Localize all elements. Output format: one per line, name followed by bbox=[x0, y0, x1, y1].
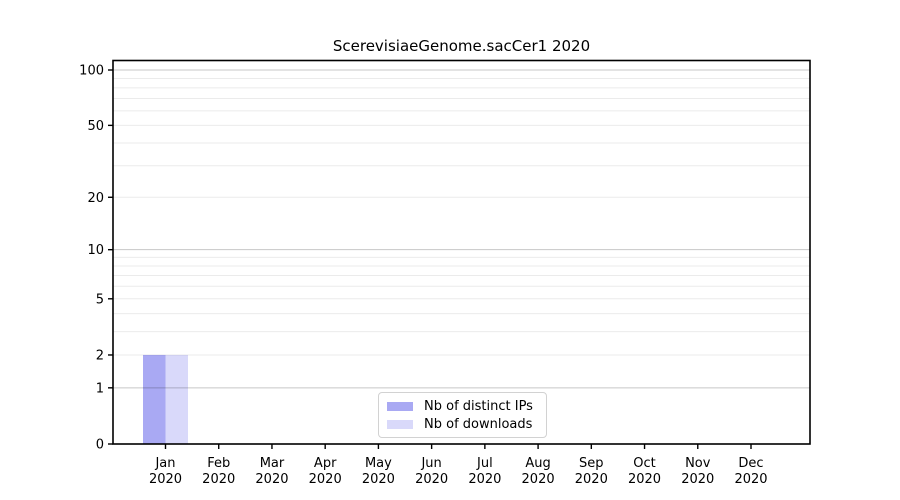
x-tick-label-month: Aug bbox=[525, 456, 550, 471]
x-tick-label-month: Jul bbox=[476, 456, 493, 471]
x-tick-label-year: 2020 bbox=[362, 472, 395, 487]
x-tick-label-year: 2020 bbox=[468, 472, 501, 487]
y-tick-label: 10 bbox=[87, 243, 104, 258]
x-tick-label-year: 2020 bbox=[575, 472, 608, 487]
legend-swatch-distinct-ips bbox=[387, 401, 413, 411]
y-tick-label: 20 bbox=[87, 191, 104, 206]
x-tick-label-year: 2020 bbox=[149, 472, 182, 487]
x-tick-label-year: 2020 bbox=[681, 472, 714, 487]
legend-label-distinct-ips: Nb of distinct IPs bbox=[424, 398, 533, 414]
x-tick-label-month: Oct bbox=[633, 456, 655, 471]
x-tick-label-year: 2020 bbox=[255, 472, 288, 487]
x-tick-label-month: Feb bbox=[207, 456, 230, 471]
legend: Nb of distinct IPs Nb of downloads bbox=[378, 392, 547, 438]
y-tick-label: 1 bbox=[96, 381, 104, 396]
plot-border bbox=[112, 59, 811, 445]
x-tick-label-month: Nov bbox=[685, 456, 711, 471]
x-tick-label-month: Jan bbox=[154, 456, 175, 471]
x-tick-label-month: Mar bbox=[260, 456, 285, 471]
legend-item-downloads: Nb of downloads bbox=[387, 418, 546, 431]
legend-label-downloads: Nb of downloads bbox=[424, 416, 533, 432]
chart-title: ScerevisiaeGenome.sacCer1 2020 bbox=[332, 37, 591, 55]
x-tick-label-year: 2020 bbox=[202, 472, 235, 487]
legend-item-distinct-ips: Nb of distinct IPs bbox=[387, 400, 546, 413]
x-tick-label-month: Apr bbox=[314, 456, 337, 471]
y-tick-label: 0 bbox=[96, 438, 104, 453]
y-tick-label: 5 bbox=[96, 292, 104, 307]
x-tick-label-month: Dec bbox=[738, 456, 763, 471]
legend-swatch-downloads bbox=[387, 419, 413, 429]
y-tick-label: 100 bbox=[79, 64, 104, 79]
bar-distinct-ips-jan bbox=[143, 354, 166, 444]
y-tick-label: 50 bbox=[87, 119, 104, 134]
x-tick-label-year: 2020 bbox=[309, 472, 342, 487]
x-tick-label-year: 2020 bbox=[415, 472, 448, 487]
x-tick-label-month: Jun bbox=[420, 456, 441, 471]
x-tick-label-year: 2020 bbox=[522, 472, 555, 487]
x-tick-label-month: May bbox=[365, 456, 392, 471]
bar-downloads-jan bbox=[165, 354, 188, 444]
x-tick-label-year: 2020 bbox=[628, 472, 661, 487]
y-tick-label: 2 bbox=[96, 348, 104, 363]
x-tick-label-year: 2020 bbox=[734, 472, 767, 487]
x-tick-label-month: Sep bbox=[579, 456, 604, 471]
